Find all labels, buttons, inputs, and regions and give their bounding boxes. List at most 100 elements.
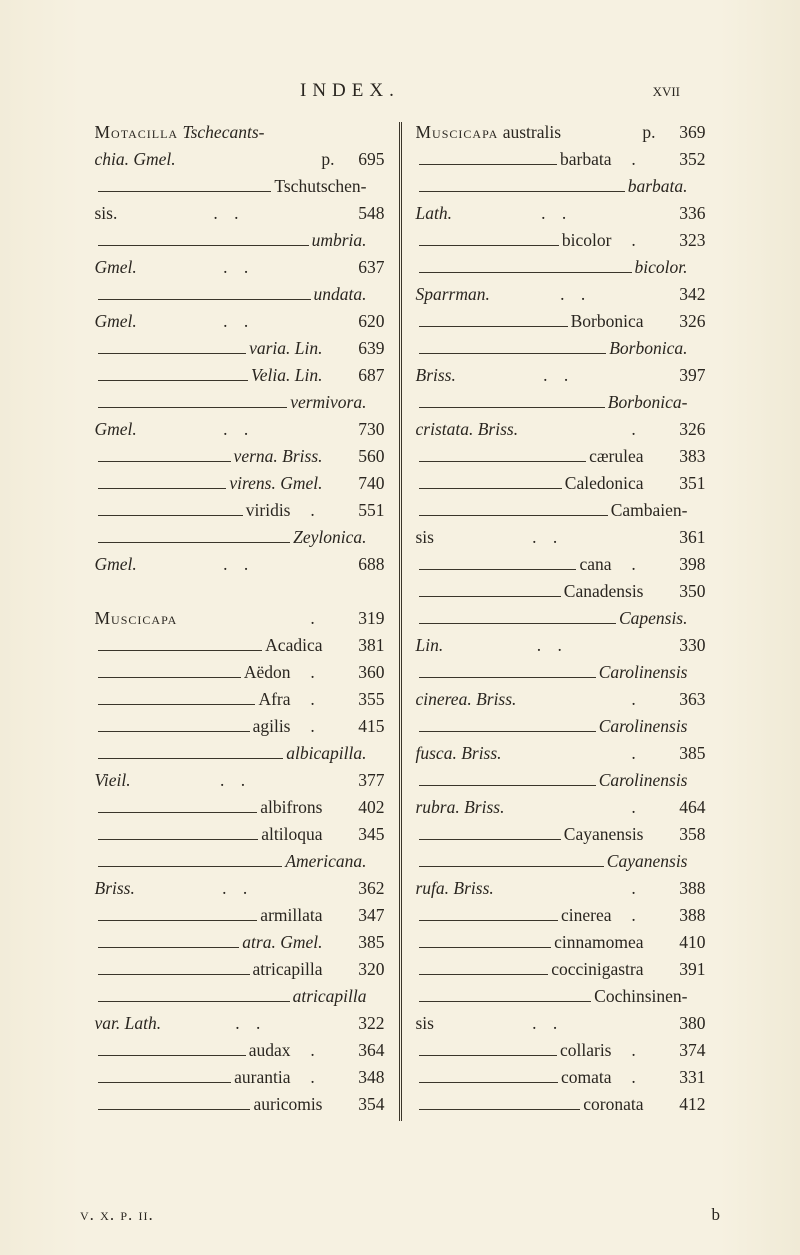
entry-label: altiloqua — [261, 824, 322, 845]
page-ref: 351 — [662, 473, 706, 494]
entry-label: cinnamomea — [554, 932, 643, 953]
index-entry: Lath.. .336 — [416, 203, 706, 230]
page-ref: 388 — [662, 878, 706, 899]
leader-dash — [98, 974, 250, 975]
leader-dash — [98, 407, 288, 408]
genus-heading: Motacilla Tschecants- — [95, 122, 265, 143]
column-rule — [399, 122, 402, 1121]
index-entry: comata.331 — [416, 1067, 706, 1094]
page-ref: 388 — [662, 905, 706, 926]
index-entry: Lin.. .330 — [416, 635, 706, 662]
index-entry: Gmel.. .730 — [95, 419, 385, 446]
entry-label: fusca. Briss. — [416, 743, 502, 764]
page-ref: 415 — [341, 716, 385, 737]
column-left: Motacilla Tschecants-chia. Gmel.p.695 Ts… — [95, 122, 385, 1121]
entry-label: Gmel. — [95, 311, 137, 332]
leader-dash — [419, 245, 559, 246]
leader-dash — [419, 461, 587, 462]
index-entry: var. Lath.. .322 — [95, 1013, 385, 1040]
entry-label: atra. Gmel. — [242, 932, 322, 953]
index-entry: atricapilla320 — [95, 959, 385, 986]
entry-label: Borbonica — [571, 311, 644, 332]
page-ref: 350 — [662, 581, 706, 602]
page-ref: 385 — [341, 932, 385, 953]
page-ref: 331 — [662, 1067, 706, 1088]
leader-dash — [419, 353, 607, 354]
entry-label: Carolinensis — [599, 662, 688, 683]
index-entry: coccinigastra391 — [416, 959, 706, 986]
entry-label: Cochinsinen- — [594, 986, 687, 1007]
entry-label: auricomis — [253, 1094, 322, 1115]
page-ref: 320 — [341, 959, 385, 980]
leader-dash — [98, 1001, 290, 1002]
header-title: INDEX. — [300, 80, 400, 102]
index-entry: audax.364 — [95, 1040, 385, 1067]
index-entry: viridis.551 — [95, 500, 385, 527]
entry-label: cristata. Briss. — [416, 419, 519, 440]
entry-label: Vieil. — [95, 770, 131, 791]
index-entry — [95, 581, 385, 608]
index-entry: albifrons402 — [95, 797, 385, 824]
page-ref: 322 — [341, 1013, 385, 1034]
genus-heading: Muscicapa — [95, 608, 178, 629]
entry-label: cinerea. Briss. — [416, 689, 517, 710]
leader-dash — [419, 1055, 557, 1056]
column-right: Muscicapa australisp.369 barbata.352 bar… — [416, 122, 706, 1121]
entry-label: Borbonica- — [608, 392, 688, 413]
entry-label: chia. Gmel. — [95, 149, 176, 170]
page-ref: 354 — [341, 1094, 385, 1115]
page-ref: 398 — [662, 554, 706, 575]
entry-label: Cambaien- — [611, 500, 688, 521]
page-ref: 361 — [662, 527, 706, 548]
index-entry: Gmel.. .620 — [95, 311, 385, 338]
entry-label: albicapilla. — [286, 743, 366, 764]
page-ref: 730 — [341, 419, 385, 440]
leader-dash — [419, 920, 558, 921]
index-entry: armillata347 — [95, 905, 385, 932]
entry-label: undata. — [314, 284, 367, 305]
index-entry: cristata. Briss..326 — [416, 419, 706, 446]
entry-label: Gmel. — [95, 257, 137, 278]
entry-label: sis — [416, 527, 434, 548]
entry-label: Acadica — [265, 635, 322, 656]
index-entry: rubra. Briss..464 — [416, 797, 706, 824]
page-ref: 336 — [662, 203, 706, 224]
entry-label: comata — [561, 1067, 612, 1088]
page-ref: 687 — [341, 365, 385, 386]
index-entry: collaris.374 — [416, 1040, 706, 1067]
leader-dash — [419, 272, 632, 273]
index-entry: Capensis. — [416, 608, 706, 635]
index-entry: Muscicapa.319 — [95, 608, 385, 635]
leader-dash — [98, 920, 258, 921]
leader-dash — [98, 461, 231, 462]
page-ref: 397 — [662, 365, 706, 386]
entry-label: agilis — [253, 716, 291, 737]
index-entry: varia. Lin.639 — [95, 338, 385, 365]
entry-label: armillata — [260, 905, 322, 926]
leader-dash — [419, 515, 608, 516]
leader-dash — [419, 974, 549, 975]
entry-label: aurantia — [234, 1067, 290, 1088]
entry-label: Borbonica. — [609, 338, 687, 359]
page-ref: 330 — [662, 635, 706, 656]
entry-label: Gmel. — [95, 554, 137, 575]
index-entry: bicolor. — [416, 257, 706, 284]
leader-dash — [98, 1082, 232, 1083]
page-ref: 364 — [341, 1040, 385, 1061]
leader-dash — [419, 596, 561, 597]
genus-heading: Muscicapa australis — [416, 122, 562, 143]
index-entry: Gmel.. .688 — [95, 554, 385, 581]
page-ref: 560 — [341, 446, 385, 467]
entry-label: umbria. — [312, 230, 367, 251]
page-ref: 637 — [341, 257, 385, 278]
entry-label: Cayanensis — [564, 824, 644, 845]
entry-label: rufa. Briss. — [416, 878, 494, 899]
index-entry: Borbonica- — [416, 392, 706, 419]
page-ref: 380 — [662, 1013, 706, 1034]
leader-dash — [98, 650, 263, 651]
entry-label: Carolinensis — [599, 716, 688, 737]
leader-dash — [419, 1082, 558, 1083]
index-entry: Aëdon.360 — [95, 662, 385, 689]
entry-label: bicolor. — [635, 257, 688, 278]
entry-label: barbata. — [628, 176, 688, 197]
